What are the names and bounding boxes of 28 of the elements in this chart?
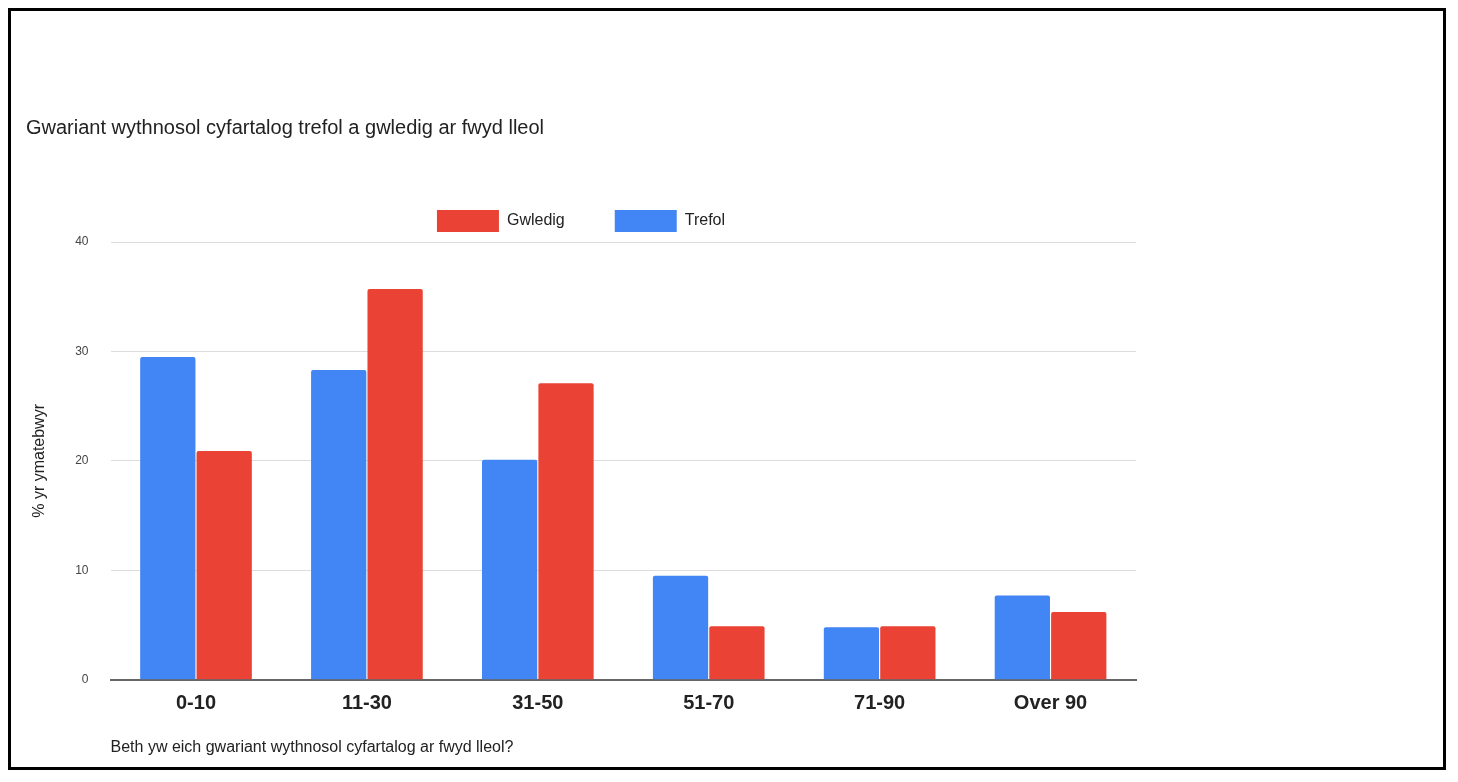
x-axis-title: Beth yw eich gwariant wythnosol cyfartalog ar fwyd lleol? [110, 737, 514, 755]
chart-title: Gwariant wythnosol cyfartalog trefol a gwledig ar fwyd lleol [26, 115, 545, 138]
legend-label: Gwledig [506, 211, 565, 229]
y-tick-label: 0 [81, 672, 89, 687]
x-tick-label: 71-90 [854, 691, 906, 714]
y-axis-title: % yr ymatebwyr [30, 403, 48, 518]
bar [367, 289, 423, 680]
y-tick-label: 10 [75, 562, 89, 577]
bar [880, 626, 936, 680]
bar [1051, 611, 1107, 680]
bar [196, 451, 252, 680]
x-tick-label: 0-10 [175, 691, 217, 714]
bar [709, 626, 765, 680]
y-tick-label: 40 [75, 234, 89, 249]
y-tick-label: 30 [75, 343, 89, 358]
bar [823, 627, 880, 680]
x-tick-label: 31-50 [512, 691, 564, 714]
bar [652, 575, 709, 680]
bar [311, 370, 367, 680]
bar [481, 459, 538, 680]
bar [994, 595, 1050, 680]
bar [538, 383, 594, 680]
x-tick-label: Over 90 [1013, 691, 1088, 714]
legend-label: Trefol [684, 211, 726, 229]
x-tick-label: 11-30 [341, 691, 392, 714]
bar [140, 356, 196, 680]
y-tick-label: 20 [75, 453, 89, 468]
x-tick-label: 51-70 [683, 691, 735, 714]
